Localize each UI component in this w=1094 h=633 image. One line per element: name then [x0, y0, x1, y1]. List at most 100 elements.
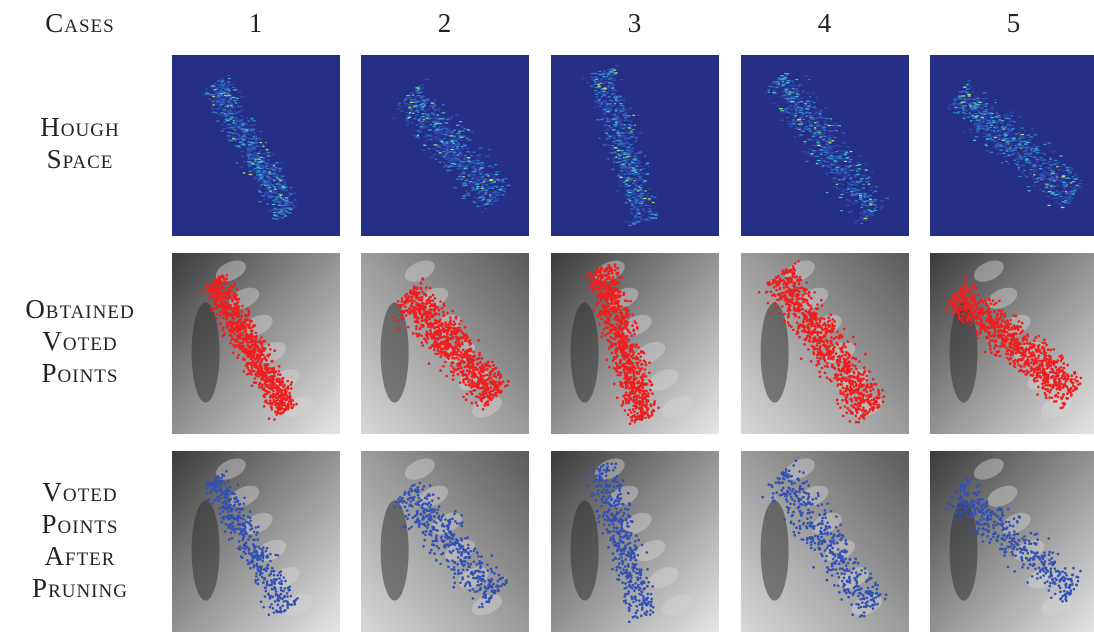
- hough-cell: [464, 155, 466, 156]
- hough-cell: [453, 143, 455, 144]
- hough-cell: [613, 162, 615, 163]
- voted-point: [230, 514, 233, 517]
- voted-point: [251, 343, 254, 346]
- hough-cell: [630, 153, 632, 154]
- hough-cell: [496, 187, 498, 188]
- voted-point: [422, 302, 425, 305]
- hough-cell: [626, 143, 629, 144]
- hough-cell: [277, 186, 281, 187]
- voted-point: [439, 300, 442, 303]
- hough-cell: [235, 125, 238, 126]
- hough-cell: [612, 141, 615, 142]
- hough-cell: [442, 142, 445, 143]
- hough-cell: [600, 119, 604, 120]
- hough-cell: [425, 110, 427, 111]
- hough-cell: [620, 136, 624, 137]
- hough-cell: [494, 194, 497, 195]
- hough-cell: [473, 171, 476, 172]
- voted-point: [479, 361, 482, 364]
- hough-cell: [612, 129, 615, 130]
- voted-point: [239, 319, 242, 322]
- hough-cell: [490, 182, 492, 183]
- voted-point: [460, 351, 463, 354]
- hough-cell: [226, 111, 229, 112]
- voted-point: [264, 595, 267, 598]
- voted-point: [481, 562, 484, 565]
- hough-cell: [408, 97, 412, 98]
- voted-point: [232, 492, 235, 495]
- hough-cell: [611, 68, 614, 69]
- voted-point: [447, 545, 450, 548]
- hough-cell: [284, 184, 287, 185]
- voted-point: [211, 482, 214, 485]
- hough-cell: [491, 199, 494, 200]
- hough-cell: [596, 97, 598, 98]
- voted-point: [242, 338, 245, 341]
- voted-point: [286, 395, 289, 398]
- voted-point: [242, 518, 245, 521]
- hough-cell: [219, 101, 223, 102]
- hough-cell: [282, 182, 286, 183]
- voted-point: [447, 528, 450, 531]
- hough-cell: [403, 100, 405, 101]
- hough-cell: [616, 133, 620, 134]
- hough-cell: [462, 161, 466, 162]
- hough-cell: [224, 95, 227, 96]
- voted-point: [485, 597, 488, 600]
- hough-cell: [222, 96, 225, 97]
- voted-point: [231, 527, 234, 530]
- hough-cell: [636, 216, 640, 217]
- hough-cell: [417, 112, 419, 113]
- voted-point: [243, 551, 246, 554]
- voted-point: [205, 286, 208, 289]
- hough-cell: [241, 137, 244, 138]
- hough-cell: [433, 154, 437, 155]
- hough-cell: [446, 119, 449, 120]
- hough-cell: [457, 154, 460, 155]
- hough-cell: [609, 71, 613, 72]
- hough-cell: [253, 152, 257, 153]
- voted-point: [248, 535, 251, 538]
- hough-cell: [612, 159, 614, 160]
- voted-point: [199, 292, 202, 295]
- voted-point: [413, 287, 416, 290]
- voted-point: [460, 320, 463, 323]
- hough-cell: [476, 206, 479, 207]
- hough-cell: [417, 124, 419, 125]
- voted-point: [499, 373, 502, 376]
- voted-point: [432, 528, 435, 531]
- voted-point: [432, 493, 435, 496]
- hough-cell: [604, 94, 606, 95]
- hough-cell: [461, 154, 463, 155]
- hough-cell: [449, 132, 451, 133]
- voted-point: [254, 581, 257, 584]
- hough-cell: [447, 158, 451, 159]
- hough-cell: [495, 174, 498, 175]
- voted-point: [257, 578, 260, 581]
- hough-cell: [276, 191, 278, 192]
- voted-point: [279, 606, 282, 609]
- hough-cell: [616, 121, 619, 122]
- hough-cell: [266, 188, 270, 189]
- hough-cell: [462, 136, 465, 137]
- hough-cell: [292, 204, 295, 205]
- voted-point: [443, 304, 446, 307]
- voted-point: [216, 496, 219, 499]
- hough-cell: [278, 197, 281, 198]
- hough-cell: [248, 121, 251, 122]
- voted-point: [459, 581, 462, 584]
- hough-cell: [607, 134, 609, 135]
- hough-cell: [267, 152, 271, 153]
- voted-point: [206, 487, 209, 490]
- voted-point: [226, 302, 229, 305]
- hough-cell: [605, 124, 608, 125]
- hough-cell: [472, 160, 476, 161]
- voted-point: [428, 323, 431, 326]
- voted-point: [428, 533, 431, 536]
- hough-cell: [273, 180, 275, 181]
- hough-cell: [228, 124, 231, 125]
- voted-point: [417, 491, 420, 494]
- hough-cell: [457, 146, 460, 147]
- voted-point: [251, 527, 254, 530]
- hough-cell: [210, 86, 214, 87]
